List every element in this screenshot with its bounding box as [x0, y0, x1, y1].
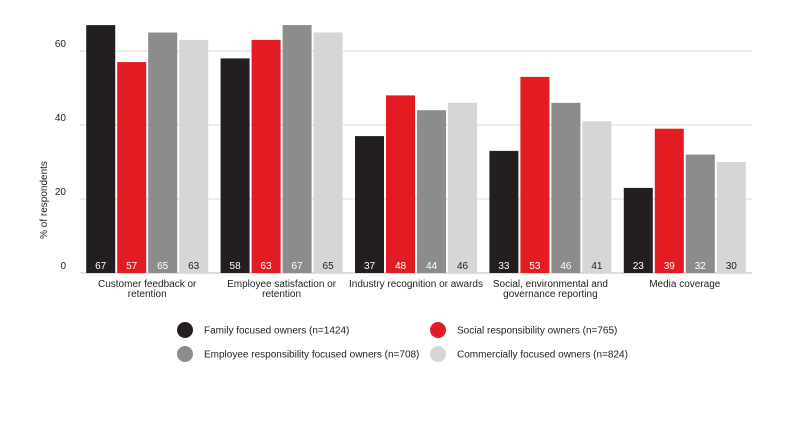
y-tick-labels: 0 20 40 60: [55, 39, 67, 272]
bar-value-label: 39: [664, 261, 676, 272]
bar: [251, 39, 281, 274]
y-tick-label: 20: [55, 187, 67, 198]
bar-value-label: 58: [230, 261, 242, 272]
bar-value-label: 57: [126, 261, 138, 272]
legend-label: Family focused owners (n=1424): [204, 326, 349, 337]
bar-value-label: 65: [323, 261, 335, 272]
bar: [489, 150, 519, 273]
bar-value-label: 63: [261, 261, 273, 272]
category-label: Industry recognition or awards: [349, 279, 483, 290]
bar: [582, 121, 612, 273]
legend-label: Employee responsibility focused owners (…: [204, 350, 419, 361]
bar-value-label: 53: [529, 261, 541, 272]
category-label: Social, environmental and: [493, 279, 608, 290]
category-label: retention: [262, 289, 301, 300]
bar-value-label: 48: [395, 261, 407, 272]
bar: [551, 102, 581, 273]
bar: [623, 187, 653, 273]
bar: [448, 102, 477, 273]
bar-value-label: 32: [695, 261, 707, 272]
bar: [282, 25, 312, 273]
legend-swatch: [177, 346, 193, 362]
category-label: Media coverage: [649, 279, 721, 290]
bar: [86, 25, 116, 273]
category-label: governance reporting: [503, 289, 598, 300]
category-label: retention: [128, 289, 167, 300]
legend-swatch: [430, 322, 446, 338]
y-tick-label: 60: [55, 39, 67, 50]
legend: Family focused owners (n=1424) Social res…: [177, 322, 628, 362]
bar-value-label: 67: [95, 261, 107, 272]
bar: [148, 32, 178, 273]
bar: [386, 95, 415, 274]
y-axis-label: % of respondents: [39, 161, 50, 239]
y-tick-label: 0: [60, 261, 66, 272]
bar: [179, 39, 209, 274]
bar: [355, 136, 384, 273]
bar-value-label: 67: [292, 261, 304, 272]
bar-value-label: 30: [726, 261, 738, 272]
category-label: Customer feedback or: [98, 279, 197, 290]
bar-value-label: 65: [157, 261, 169, 272]
bar-value-label: 37: [364, 261, 376, 272]
bar-value-label: 63: [188, 261, 200, 272]
bar-value-label: 23: [633, 261, 645, 272]
legend-label: Commercially focused owners (n=824): [457, 350, 628, 361]
bar-value-label: 46: [560, 261, 572, 272]
bar: [117, 62, 147, 273]
y-tick-label: 40: [55, 113, 67, 124]
bar: [220, 58, 250, 274]
legend-label: Social responsibility owners (n=765): [457, 326, 617, 337]
bar-value-label: 44: [426, 261, 438, 272]
bar-value-label: 33: [498, 261, 510, 272]
bar-value-label: 41: [591, 261, 603, 272]
bar-value-label: 46: [457, 261, 469, 272]
bar: [520, 76, 550, 274]
bar: [716, 162, 746, 273]
legend-swatch: [430, 346, 446, 362]
bar: [313, 32, 343, 273]
bars: 67 57 65 63 58 63 67 65 37 48 44 46 33 53 46 41 23 39 32 30: [86, 25, 746, 274]
legend-swatch: [177, 322, 193, 338]
bar: [417, 110, 446, 273]
bar: [685, 154, 715, 273]
bar: [654, 128, 684, 273]
category-label: Employee satisfaction or: [227, 279, 337, 290]
